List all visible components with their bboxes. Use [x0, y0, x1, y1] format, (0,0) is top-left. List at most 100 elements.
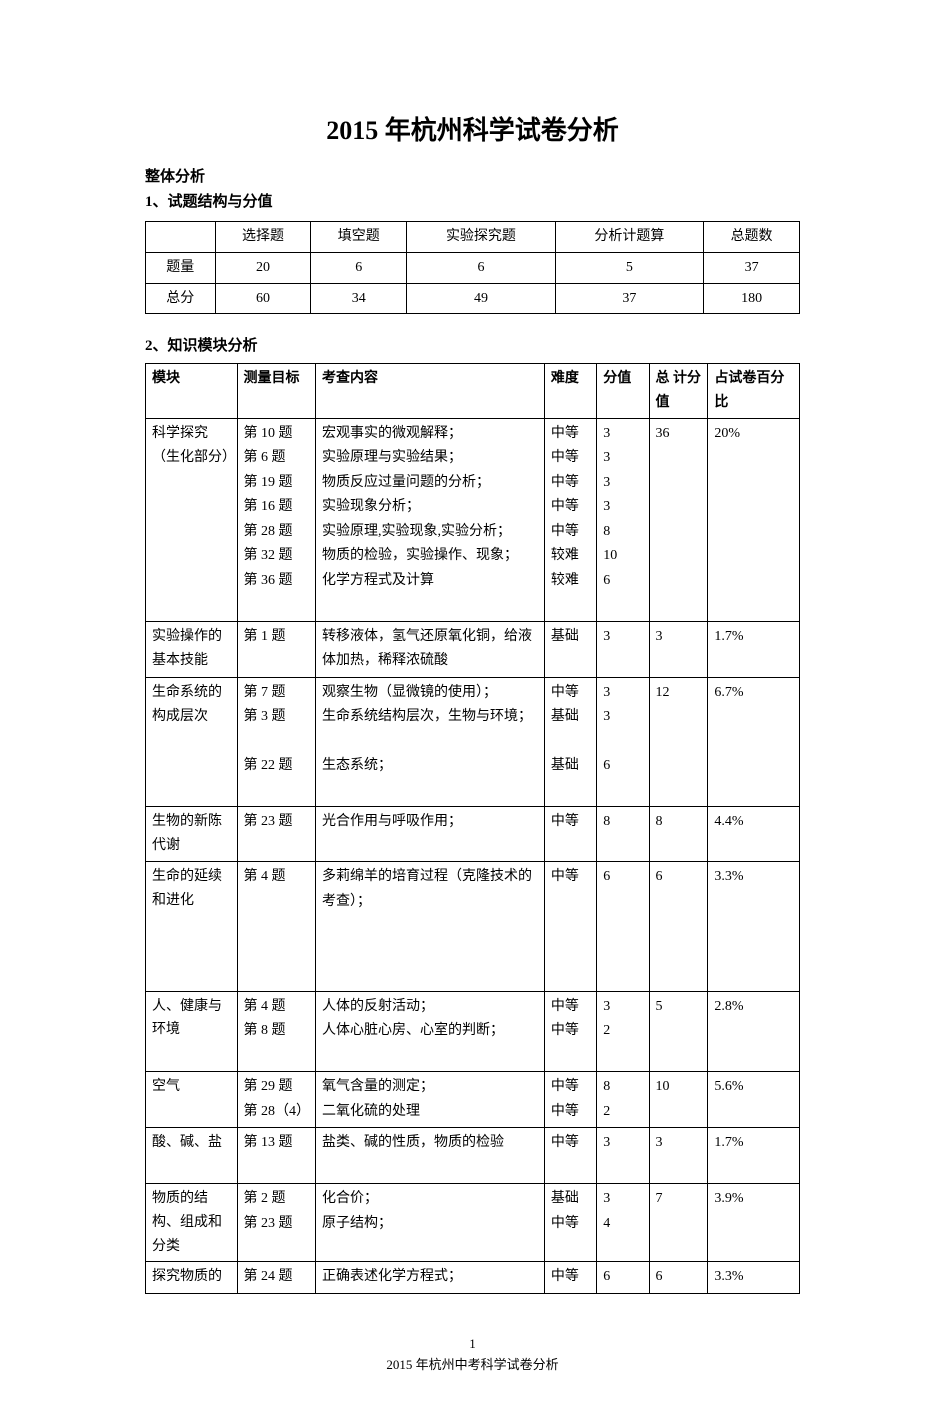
- structure-header-cell: 选择题: [215, 222, 311, 253]
- module-header-cell: 测量目标: [237, 364, 315, 419]
- table-cell: 第 7 题第 3 题 第 22 题: [237, 677, 315, 807]
- table-cell: 36: [649, 418, 708, 621]
- table-cell: 60: [215, 283, 311, 314]
- table-cell: 光合作用与呼吸作用；: [316, 807, 545, 862]
- table-cell: 10: [649, 1072, 708, 1128]
- table-cell: 3: [649, 1128, 708, 1184]
- table-row: 生命系统的构成层次第 7 题第 3 题 第 22 题 观察生物（显微镜的使用）；…: [146, 677, 800, 807]
- table-cell: 8: [649, 807, 708, 862]
- table-row: 酸、碱、盐第 13 题 盐类、碱的性质，物质的检验 中等 3 31.7%: [146, 1128, 800, 1184]
- module-header-cell: 分值: [597, 364, 649, 419]
- table-cell: 人体的反射活动；人体心脏心房、心室的判断；: [316, 991, 545, 1072]
- table-cell: 3.3%: [708, 1262, 800, 1294]
- table-cell: 49: [407, 283, 555, 314]
- footer-caption: 2015 年杭州中考科学试卷分析: [145, 1355, 800, 1376]
- table-cell: 1.7%: [708, 1128, 800, 1184]
- table-cell: 37: [555, 283, 703, 314]
- table-cell: 中等中等: [544, 1072, 596, 1128]
- table-cell: 33 6: [597, 677, 649, 807]
- table-cell: 正确表述化学方程式；: [316, 1262, 545, 1294]
- table-cell: 第 4 题第 8 题: [237, 991, 315, 1072]
- table-cell: 33338106: [597, 418, 649, 621]
- table-cell: 中等中等中等中等中等较难较难: [544, 418, 596, 621]
- table-cell: 第 24 题: [237, 1262, 315, 1294]
- table-cell: 6: [597, 1262, 649, 1294]
- table-cell: 4.4%: [708, 807, 800, 862]
- table-row: 生命的延续和进化第 4 题 多莉绵羊的培育过程（克隆技术的考查）； 中等 6 6…: [146, 862, 800, 992]
- table-cell: 实验操作的基本技能: [146, 621, 238, 677]
- table-cell: 2.8%: [708, 991, 800, 1072]
- table-cell: 生命系统的构成层次: [146, 677, 238, 807]
- table-row: 题量2066537: [146, 252, 800, 283]
- table-cell: 中等: [544, 807, 596, 862]
- table-cell: 第 10 题第 6 题第 19 题第 16 题第 28 题第 32 题第 36 …: [237, 418, 315, 621]
- table-cell: 32: [597, 991, 649, 1072]
- table-cell: 转移液体，氢气还原氧化铜，给液体加热，稀释浓硫酸: [316, 621, 545, 677]
- table-cell: 3: [597, 1128, 649, 1184]
- table-cell: 中等中等: [544, 991, 596, 1072]
- table-cell: 中等基础 基础: [544, 677, 596, 807]
- table-cell: 物质的结构、组成和分类: [146, 1184, 238, 1262]
- module-header-cell: 占试卷百分比: [708, 364, 800, 419]
- structure-header-cell: 填空题: [311, 222, 407, 253]
- table-row: 生物的新陈代谢第 23 题光合作用与呼吸作用；中等884.4%: [146, 807, 800, 862]
- section-overall-heading: 整体分析: [145, 165, 800, 186]
- table-cell: 酸、碱、盐: [146, 1128, 238, 1184]
- table-row: 探究物质的第 24 题正确表述化学方程式；中等663.3%: [146, 1262, 800, 1294]
- structure-table: 选择题填空题实验探究题分析计题算总题数 题量2066537总分603449371…: [145, 221, 800, 314]
- table-cell: 多莉绵羊的培育过程（克隆技术的考查）；: [316, 862, 545, 992]
- table-row: 物质的结构、组成和分类第 2 题第 23 题化合价；原子结构；基础中等3473.…: [146, 1184, 800, 1262]
- table-cell: 6: [597, 862, 649, 992]
- table-cell: 6: [649, 1262, 708, 1294]
- table-cell: 82: [597, 1072, 649, 1128]
- table-cell: 生命的延续和进化: [146, 862, 238, 992]
- table-cell: 探究物质的: [146, 1262, 238, 1294]
- table-cell: 5: [555, 252, 703, 283]
- table-cell: 第 2 题第 23 题: [237, 1184, 315, 1262]
- table-cell: 7: [649, 1184, 708, 1262]
- page-title: 2015 年杭州科学试卷分析: [145, 110, 800, 147]
- table-cell: 5: [649, 991, 708, 1072]
- table-cell: 20: [215, 252, 311, 283]
- table-cell: 37: [704, 252, 800, 283]
- module-header-cell: 难度: [544, 364, 596, 419]
- table-cell: 宏观事实的微观解释；实验原理与实验结果；物质反应过量问题的分析；实验现象分析；实…: [316, 418, 545, 621]
- table-cell: 基础: [544, 621, 596, 677]
- table-cell: 3: [649, 621, 708, 677]
- page-number: 1: [145, 1334, 800, 1355]
- table-cell: 盐类、碱的性质，物质的检验: [316, 1128, 545, 1184]
- table-cell: 1.7%: [708, 621, 800, 677]
- table-cell: 科学探究（生化部分）: [146, 418, 238, 621]
- table-row: 空气第 29 题第 28（4）氧气含量的测定；二氧化硫的处理中等中等82105.…: [146, 1072, 800, 1128]
- structure-header-cell: 分析计题算: [555, 222, 703, 253]
- module-header-cell: 总 计分值: [649, 364, 708, 419]
- table-row: 人、健康与环境第 4 题第 8 题 人体的反射活动；人体心脏心房、心室的判断； …: [146, 991, 800, 1072]
- table-row: 实验操作的基本技能第 1 题转移液体，氢气还原氧化铜，给液体加热，稀释浓硫酸基础…: [146, 621, 800, 677]
- table-cell: 6: [311, 252, 407, 283]
- table-cell: 第 1 题: [237, 621, 315, 677]
- table-row: 总分60344937180: [146, 283, 800, 314]
- table-cell: 3.9%: [708, 1184, 800, 1262]
- table-cell: 34: [311, 283, 407, 314]
- sub-heading-2: 2、知识模块分析: [145, 334, 800, 355]
- table-cell: 第 23 题: [237, 807, 315, 862]
- table-cell: 中等: [544, 1262, 596, 1294]
- table-cell: 氧气含量的测定；二氧化硫的处理: [316, 1072, 545, 1128]
- table-cell: 3.3%: [708, 862, 800, 992]
- module-header-cell: 模块: [146, 364, 238, 419]
- page-footer: 1 2015 年杭州中考科学试卷分析: [145, 1334, 800, 1376]
- table-cell: 6: [407, 252, 555, 283]
- table-cell: 180: [704, 283, 800, 314]
- table-cell: 6.7%: [708, 677, 800, 807]
- table-cell: 中等: [544, 862, 596, 992]
- table-cell: 12: [649, 677, 708, 807]
- structure-header-cell: 实验探究题: [407, 222, 555, 253]
- table-cell: 20%: [708, 418, 800, 621]
- table-cell: 题量: [146, 252, 216, 283]
- table-cell: 中等: [544, 1128, 596, 1184]
- module-header-cell: 考查内容: [316, 364, 545, 419]
- table-cell: 5.6%: [708, 1072, 800, 1128]
- table-cell: 总分: [146, 283, 216, 314]
- table-cell: 基础中等: [544, 1184, 596, 1262]
- table-row: 科学探究（生化部分）第 10 题第 6 题第 19 题第 16 题第 28 题第…: [146, 418, 800, 621]
